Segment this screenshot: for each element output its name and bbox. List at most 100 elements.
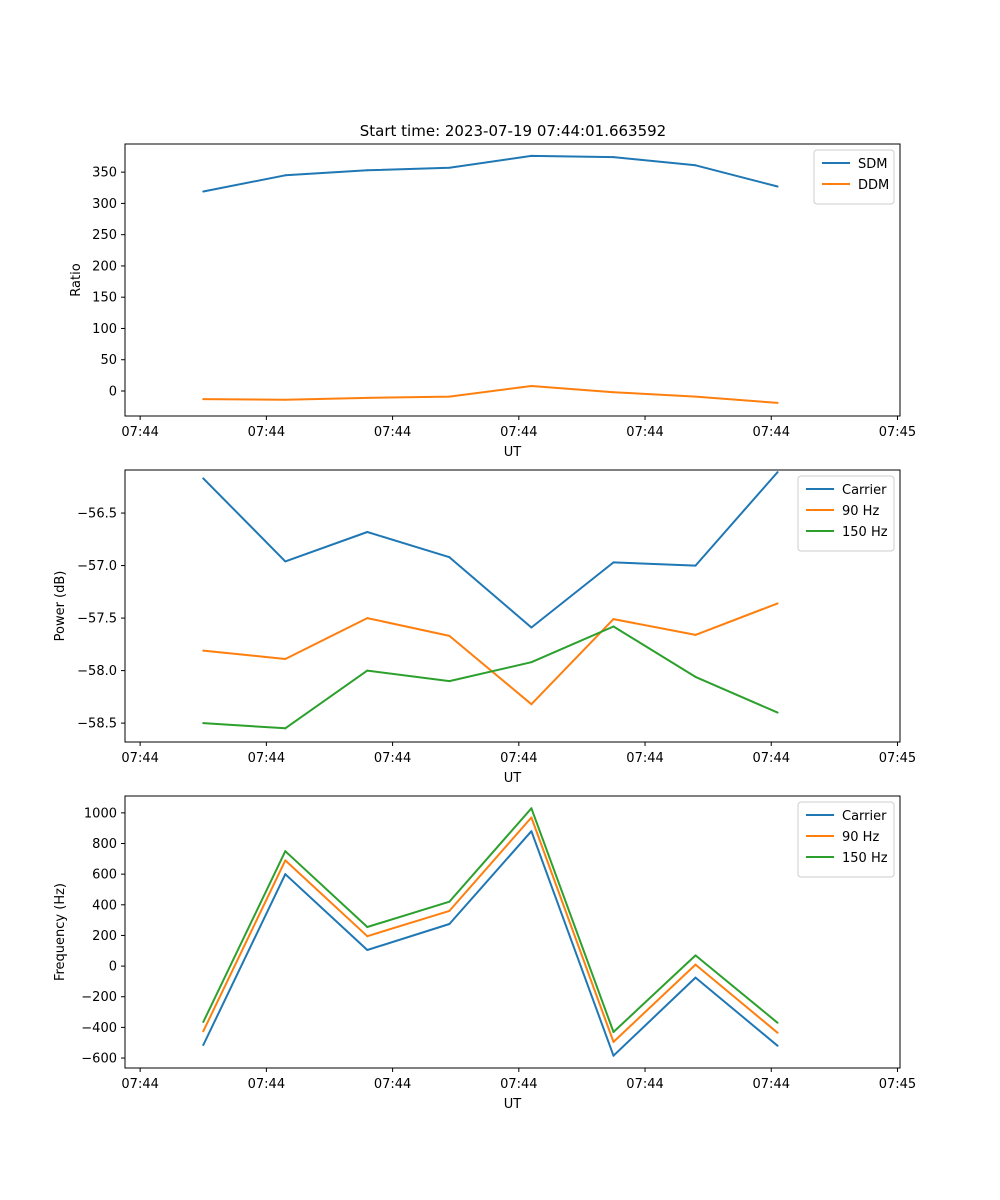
frequency-x-axis-label: UT: [504, 1097, 522, 1112]
frequency-plot-frame: [124, 795, 901, 1069]
frequency-series-90-hz-point: [612, 1040, 615, 1043]
frequency-series-150-hz-point: [776, 1021, 779, 1024]
frequency-legend-box: [797, 801, 895, 878]
power-legend-label: 90 Hz: [842, 504, 879, 519]
ratio-legend-label: SDM: [858, 157, 887, 172]
frequency-series-90-hz-point: [694, 963, 697, 966]
ratio-series-sdm-point: [694, 164, 697, 167]
frequency-series-carrier-point: [612, 1054, 615, 1057]
frequency-series-90-hz-point: [776, 1031, 779, 1034]
power-y-tick-label: −57.5: [77, 612, 117, 627]
power-series-carrier-point: [530, 626, 533, 629]
power-x-tick-label: 07:44: [121, 751, 158, 766]
frequency-series-90-hz-line: [202, 816, 779, 1043]
power-series-carrier-point: [448, 556, 451, 559]
frequency-y-tick-label: −400: [81, 1021, 117, 1036]
ratio-series-sdm-point: [284, 174, 287, 177]
ratio-x-tick-label: 07:44: [248, 425, 285, 440]
power-series-carrier-point: [694, 564, 697, 567]
frequency-series-carrier-point: [366, 949, 369, 952]
power-x-tick-label: 07:44: [753, 751, 790, 766]
power-x-tick-label: 07:44: [626, 751, 663, 766]
power-series-90-hz-point: [202, 649, 205, 652]
power-x-tick-label: 07:44: [248, 751, 285, 766]
frequency-series-90-hz-point: [448, 909, 451, 912]
power-series-90-hz-point: [448, 634, 451, 637]
frequency-legend: Carrier 90 Hz 150 Hz: [797, 801, 895, 878]
power-y-tick-label: −57.0: [77, 559, 117, 574]
power-x-tick-label: 07:44: [500, 751, 537, 766]
ratio-series-sdm-point: [776, 185, 779, 188]
power-y-tick-label: −56.5: [77, 507, 117, 522]
ratio-x-tick-label: 07:44: [121, 425, 158, 440]
ratio-x-tick-label: 07:45: [879, 425, 916, 440]
ratio-series-ddm-point: [202, 398, 205, 401]
power-series-90-hz-point: [694, 633, 697, 636]
power-axes: −58.5 −58.0 −57.5 −57.0 −56.5 07:44 07:44 07:44…: [53, 469, 916, 786]
ratio-y-axis-label: Ratio: [69, 263, 84, 296]
frequency-series-carrier-point: [284, 873, 287, 876]
ratio-y-tick-label: 100: [92, 322, 117, 337]
ratio-y-tick-label: 350: [92, 166, 117, 181]
figure-title: Start time: 2023-07-19 07:44:01.663592: [360, 122, 666, 140]
subplots: 0 50 100 150 200 250 300 350 07:44 07:44 07:44 07:4…: [53, 143, 916, 1112]
frequency-y-tick-label: 600: [92, 868, 117, 883]
power-legend-label: Carrier: [842, 483, 887, 498]
ratio-series-ddm-point: [366, 396, 369, 399]
ratio-series-ddm-line: [203, 385, 778, 404]
power-y-axis-label: Power (dB): [53, 571, 68, 642]
power-series-150-hz-point: [776, 711, 779, 714]
ratio-y-tick-label: 200: [92, 259, 117, 274]
power-series-150-hz-point: [202, 722, 205, 725]
power-series-carrier-point: [776, 471, 779, 474]
frequency-series-carrier-point: [202, 1044, 205, 1047]
power-series-carrier-point: [612, 561, 615, 564]
frequency-legend-label: Carrier: [842, 809, 887, 824]
ratio-x-tick-label: 07:44: [753, 425, 790, 440]
frequency-y-tick-label: 200: [92, 929, 117, 944]
power-series-90-hz-point: [284, 658, 287, 661]
frequency-y-tick-label: −600: [81, 1052, 117, 1067]
frequency-x-tick-label: 07:44: [248, 1077, 285, 1092]
power-series-150-hz-point: [694, 675, 697, 678]
ratio-y-tick-label: 150: [92, 291, 117, 306]
ratio-series-sdm-point: [448, 166, 451, 169]
ratio-series-ddm-point: [530, 384, 533, 387]
power-legend-box: [797, 475, 895, 552]
ratio-series-sdm-point: [530, 154, 533, 157]
frequency-series-carrier-point: [530, 830, 533, 833]
power-series-150-hz-point: [366, 669, 369, 672]
power-x-tick-label: 07:45: [879, 751, 916, 766]
ratio-series-ddm-point: [448, 395, 451, 398]
power-series-carrier-point: [202, 477, 205, 480]
frequency-legend-label: 150 Hz: [842, 851, 888, 866]
frequency-series-90-hz-point: [202, 1030, 205, 1033]
ratio-plot-frame: [124, 143, 901, 417]
frequency-series-150-hz-point: [284, 850, 287, 853]
frequency-series-90-hz-point: [284, 859, 287, 862]
frequency-series-carrier-point: [776, 1044, 779, 1047]
ratio-series-ddm-point: [776, 401, 779, 404]
frequency-y-tick-label: 0: [109, 960, 117, 975]
power-series-90-hz-point: [776, 602, 779, 605]
ratio-axes: 0 50 100 150 200 250 300 350 07:44 07:44 07:44 07:4…: [69, 143, 916, 460]
power-series-90-hz-point: [612, 618, 615, 621]
ratio-legend: SDM DDM: [813, 149, 895, 205]
power-series-90-hz-point: [530, 703, 533, 706]
frequency-series-150-hz-point: [202, 1021, 205, 1024]
power-series-carrier-line: [202, 471, 779, 629]
ratio-series-ddm-point: [612, 391, 615, 394]
power-y-tick-label: −58.0: [77, 664, 117, 679]
ratio-y-tick-label: 300: [92, 197, 117, 212]
ratio-x-tick-label: 07:44: [374, 425, 411, 440]
power-legend-label: 150 Hz: [842, 525, 888, 540]
ratio-series-sdm-point: [366, 169, 369, 172]
power-series-90-hz-line: [203, 602, 778, 706]
frequency-axes: −600 −400 −200 0 200 400 600 800 1000 07:44 07:44 0…: [53, 795, 916, 1112]
frequency-series-90-hz-point: [366, 935, 369, 938]
ratio-series-ddm-point: [694, 395, 697, 398]
power-series-90-hz-point: [366, 617, 369, 620]
power-series-150-hz-point: [530, 661, 533, 664]
ratio-series-sdm-line: [203, 154, 778, 193]
